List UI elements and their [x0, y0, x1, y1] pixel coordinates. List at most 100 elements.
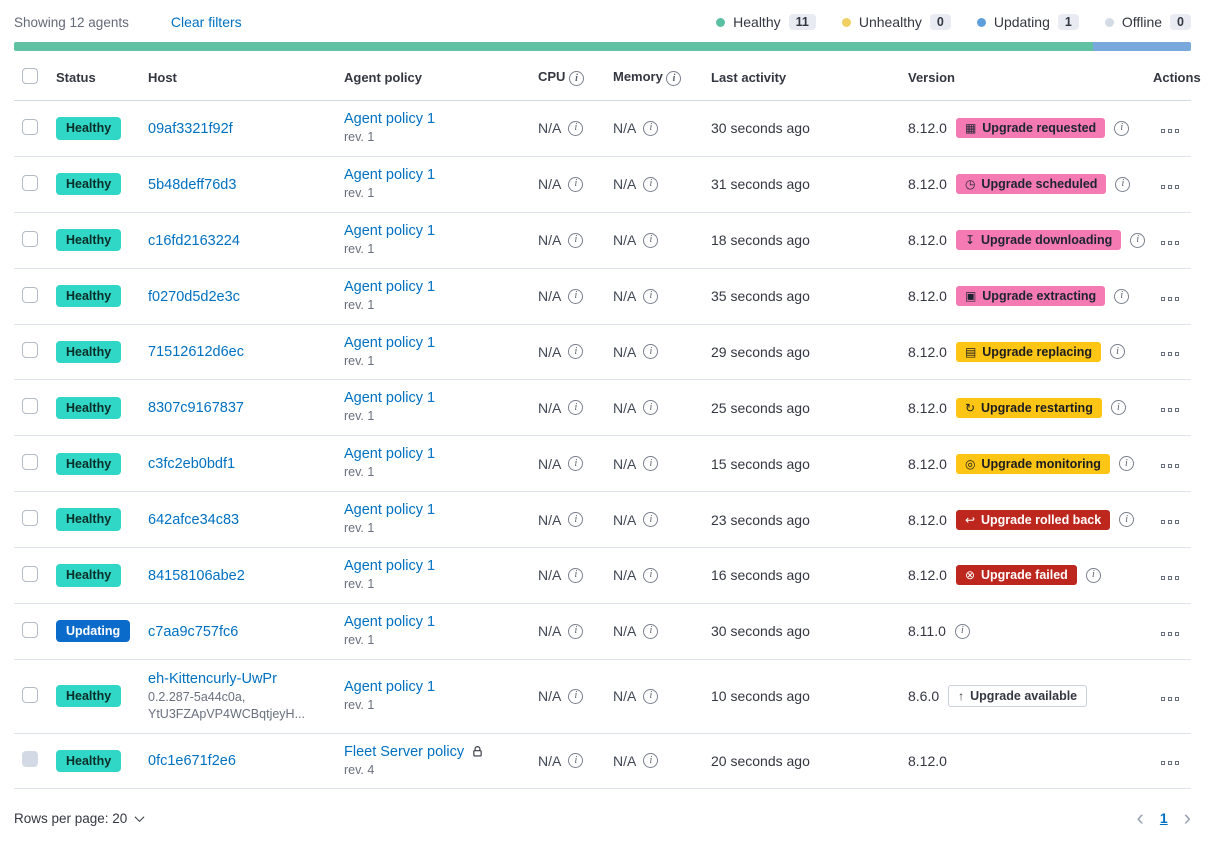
- memory-value: N/A: [613, 455, 637, 472]
- row-select-checkbox[interactable]: [22, 565, 38, 582]
- row-actions-button[interactable]: [1157, 516, 1183, 528]
- memory-info-icon[interactable]: i: [643, 232, 659, 248]
- upgrade-info-icon[interactable]: i: [1114, 120, 1130, 136]
- agent-policy-link[interactable]: Agent policy 1: [344, 613, 436, 630]
- cpu-info-icon[interactable]: i: [568, 456, 584, 472]
- agent-host-link[interactable]: c3fc2eb0bdf1: [148, 456, 236, 473]
- row-select-checkbox[interactable]: [22, 118, 38, 135]
- row-select-checkbox[interactable]: [22, 454, 38, 471]
- row-actions-button[interactable]: [1157, 628, 1183, 640]
- upgrade-info-icon[interactable]: i: [1115, 176, 1131, 192]
- row-actions-button[interactable]: [1157, 404, 1183, 416]
- memory-info-icon[interactable]: i: [643, 344, 659, 360]
- upgrade-info-icon[interactable]: i: [1130, 232, 1146, 248]
- upgrade-info-icon[interactable]: i: [1119, 512, 1135, 528]
- memory-info-icon[interactable]: i: [643, 120, 659, 136]
- agent-policy-link[interactable]: Agent policy 1: [344, 678, 436, 695]
- cpu-info-icon[interactable]: i: [568, 344, 584, 360]
- agent-policy-link[interactable]: Agent policy 1: [344, 111, 436, 127]
- memory-info-icon[interactable]: i: [643, 176, 659, 192]
- memory-value: N/A: [613, 752, 637, 769]
- policy-revision: rev. 1: [344, 632, 375, 647]
- clear-filters-link[interactable]: Clear filters: [170, 14, 242, 30]
- memory-info-icon[interactable]: i: [643, 512, 659, 528]
- agent-host-link[interactable]: 0fc1e671f2e6: [148, 753, 236, 770]
- row-select-checkbox[interactable]: [22, 174, 38, 191]
- memory-info-icon[interactable]: i: [643, 753, 659, 769]
- agent-policy-link[interactable]: Agent policy 1: [344, 446, 436, 463]
- column-header-status: Status: [48, 55, 140, 101]
- pagination-prev-icon[interactable]: ‹: [1136, 805, 1144, 831]
- agent-host-link[interactable]: 642afce34c83: [148, 512, 240, 529]
- upgrade-info-icon[interactable]: i: [1114, 288, 1130, 304]
- agent-host-link[interactable]: 71512612d6ec: [148, 344, 244, 361]
- info-icon[interactable]: i: [666, 71, 682, 87]
- cpu-info-icon[interactable]: i: [568, 400, 584, 416]
- info-icon[interactable]: i: [569, 71, 585, 87]
- memory-value: N/A: [613, 288, 637, 305]
- upgrade-info-icon[interactable]: i: [1110, 400, 1126, 416]
- agent-policy-link[interactable]: Agent policy 1: [344, 502, 436, 519]
- memory-info-icon[interactable]: i: [643, 288, 659, 304]
- row-select-checkbox[interactable]: [22, 621, 38, 638]
- agent-policy-link[interactable]: Agent policy 1: [344, 334, 436, 351]
- cpu-info-icon[interactable]: i: [568, 120, 584, 136]
- row-select-checkbox[interactable]: [22, 342, 38, 359]
- cpu-info-icon[interactable]: i: [568, 688, 584, 704]
- agent-policy-link[interactable]: Agent policy 1: [344, 390, 436, 407]
- row-select-checkbox[interactable]: [22, 286, 38, 303]
- agent-policy-link[interactable]: Agent policy 1: [344, 166, 436, 183]
- upgrade-status-badge: ▦ Upgrade requested: [955, 118, 1106, 139]
- row-select-checkbox[interactable]: [22, 230, 38, 247]
- agent-version: 8.12.0: [908, 232, 947, 249]
- agent-policy-link[interactable]: Agent policy 1: [344, 558, 436, 574]
- memory-info-icon[interactable]: i: [643, 456, 659, 472]
- memory-info-icon[interactable]: i: [643, 688, 659, 704]
- agent-policy-link[interactable]: Fleet Server policy: [344, 743, 465, 760]
- memory-info-icon[interactable]: i: [643, 623, 659, 639]
- pagination-page-1[interactable]: 1: [1159, 810, 1168, 827]
- row-actions-button[interactable]: [1157, 572, 1183, 584]
- row-select-checkbox[interactable]: [22, 686, 38, 703]
- upgrade-info-icon[interactable]: i: [1110, 344, 1126, 360]
- select-all-checkbox[interactable]: [22, 68, 38, 84]
- upgrade-info-icon[interactable]: i: [1118, 456, 1134, 472]
- row-actions-button[interactable]: [1157, 125, 1183, 137]
- cpu-info-icon[interactable]: i: [568, 288, 584, 304]
- row-actions-button[interactable]: [1157, 693, 1183, 705]
- row-actions-button[interactable]: [1157, 348, 1183, 360]
- cpu-info-icon[interactable]: i: [568, 567, 584, 583]
- upgrade-info-icon[interactable]: i: [954, 623, 970, 639]
- agent-host-link[interactable]: c16fd2163224: [148, 232, 240, 249]
- pagination-next-icon[interactable]: ›: [1183, 805, 1191, 831]
- upgrade-info-icon[interactable]: i: [1085, 567, 1101, 583]
- cpu-info-icon[interactable]: i: [568, 232, 584, 248]
- agent-host-link[interactable]: eh-Kittencurly-UwPr: [148, 670, 277, 687]
- row-actions-button[interactable]: [1157, 237, 1183, 249]
- cpu-value: N/A: [538, 120, 562, 137]
- agent-status-badge: Healthy: [56, 685, 122, 708]
- row-actions-button[interactable]: [1157, 460, 1183, 472]
- agent-host-link[interactable]: 84158106abe2: [148, 567, 245, 584]
- agent-version: 8.12.0: [908, 343, 947, 360]
- agent-host-link[interactable]: 09af3321f92f: [148, 120, 233, 137]
- agent-host-link[interactable]: f0270d5d2e3c: [148, 288, 240, 305]
- agent-host-link[interactable]: c7aa9c757fc6: [148, 623, 239, 640]
- agent-policy-link[interactable]: Agent policy 1: [344, 222, 436, 239]
- memory-info-icon[interactable]: i: [643, 400, 659, 416]
- rows-per-page-control[interactable]: Rows per page: 20: [14, 810, 145, 826]
- row-actions-button[interactable]: [1157, 181, 1183, 193]
- row-actions-button[interactable]: [1157, 757, 1183, 769]
- cpu-info-icon[interactable]: i: [568, 512, 584, 528]
- agent-host-link[interactable]: 8307c9167837: [148, 400, 244, 417]
- rows-per-page-label: Rows per page: 20: [14, 810, 128, 826]
- agent-policy-link[interactable]: Agent policy 1: [344, 278, 436, 295]
- cpu-info-icon[interactable]: i: [568, 176, 584, 192]
- row-actions-button[interactable]: [1157, 293, 1183, 305]
- memory-info-icon[interactable]: i: [643, 567, 659, 583]
- cpu-info-icon[interactable]: i: [568, 753, 584, 769]
- cpu-info-icon[interactable]: i: [568, 623, 584, 639]
- agent-host-link[interactable]: 5b48deff76d3: [148, 176, 237, 193]
- row-select-checkbox[interactable]: [22, 510, 38, 527]
- row-select-checkbox[interactable]: [22, 398, 38, 415]
